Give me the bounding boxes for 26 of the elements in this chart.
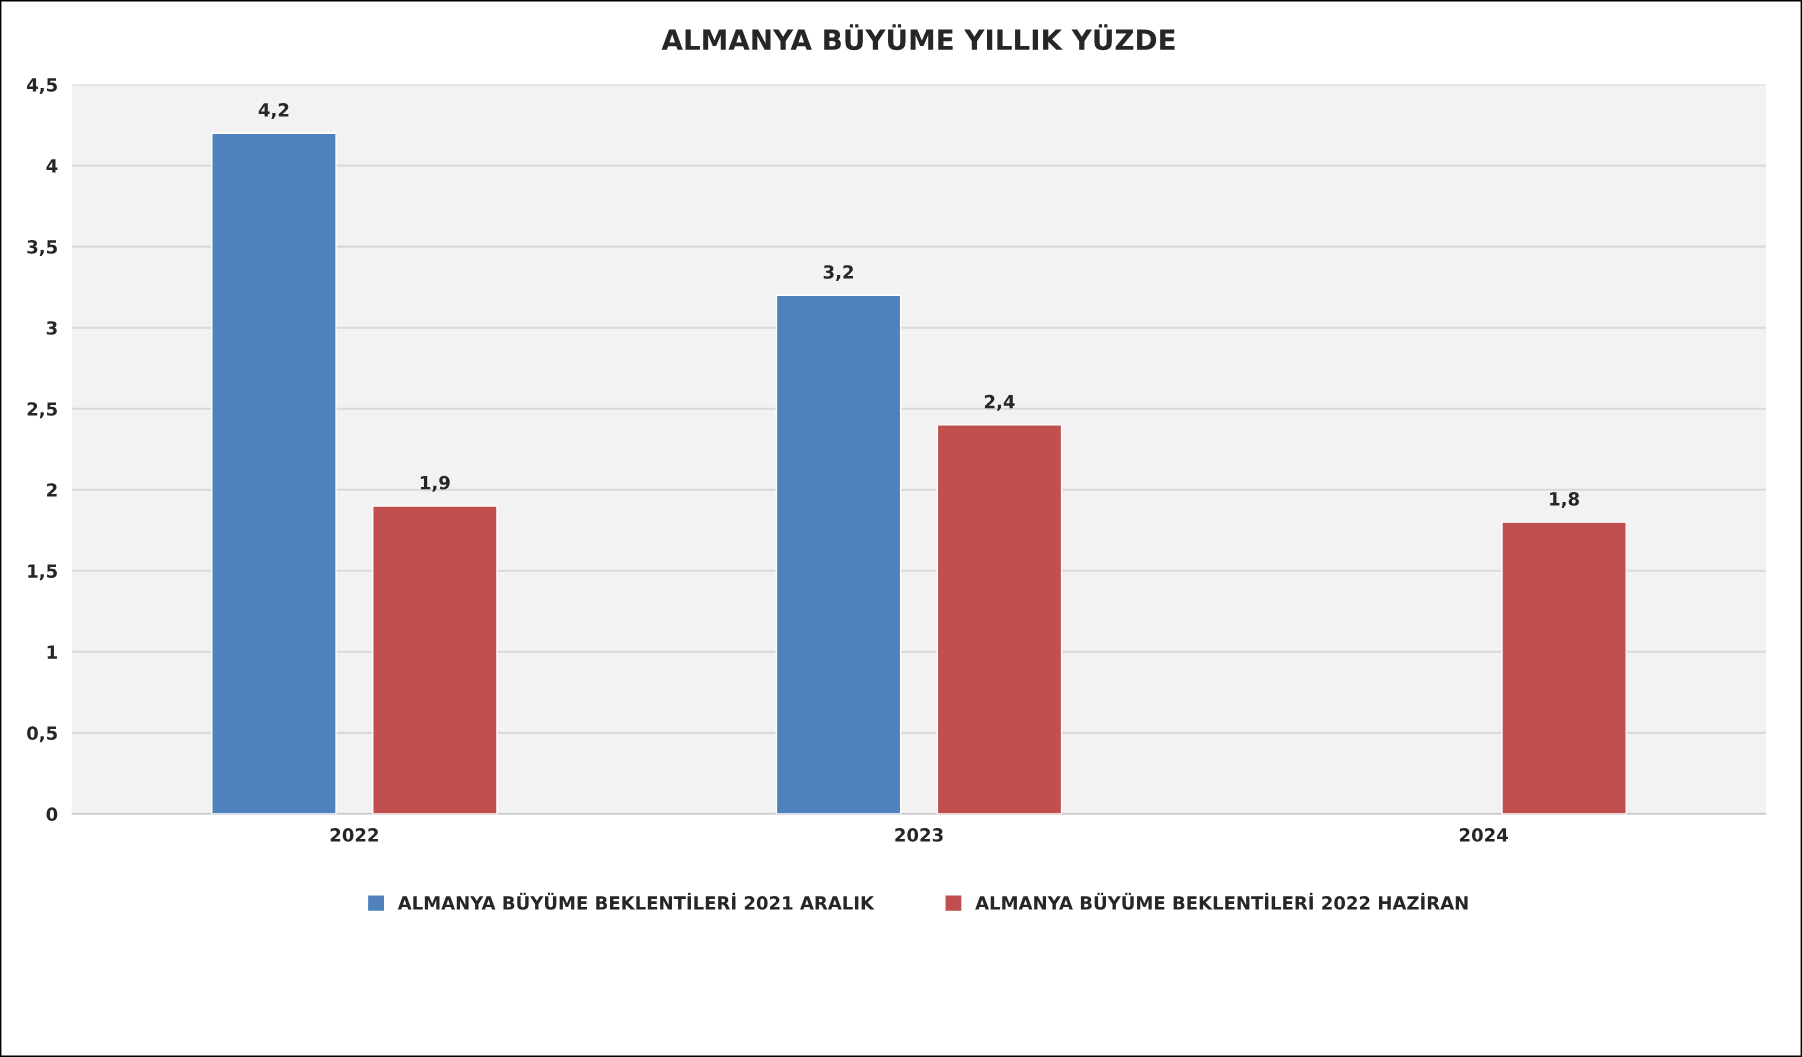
data-label: 4,2 bbox=[258, 103, 289, 120]
bar bbox=[1501, 521, 1627, 814]
y-tick-label: 0,5 bbox=[27, 726, 57, 743]
bar bbox=[775, 294, 902, 814]
bar bbox=[372, 505, 498, 814]
chart-title: ALMANYA BÜYÜME YILLIK YÜZDE bbox=[661, 24, 1175, 51]
bar bbox=[936, 424, 1063, 814]
data-label: 1,9 bbox=[420, 475, 450, 492]
y-tick-label: 2 bbox=[47, 483, 57, 497]
data-label: 1,8 bbox=[1550, 492, 1579, 508]
bar bbox=[211, 132, 337, 814]
x-tick-label: 2022 bbox=[330, 828, 378, 842]
y-tick-label: 1 bbox=[47, 645, 57, 659]
y-tick-label: 4 bbox=[46, 159, 58, 173]
y-tick-label: 3 bbox=[46, 321, 57, 335]
legend-label: ALMANYA BÜYÜME BEKLENTİLERİ 2022 HAZİRAN bbox=[975, 892, 1468, 910]
y-tick-label: 4,5 bbox=[27, 78, 57, 94]
y-tick-label: 0 bbox=[46, 807, 58, 822]
x-tick-label: 2024 bbox=[1459, 828, 1508, 842]
y-tick-label: 1,5 bbox=[28, 564, 57, 581]
legend-label: ALMANYA BÜYÜME BEKLENTİLERİ 2021 ARALIK bbox=[397, 892, 875, 910]
x-tick-label: 2023 bbox=[895, 828, 943, 842]
data-label: 2,4 bbox=[984, 394, 1015, 411]
y-tick-label: 3,5 bbox=[27, 240, 57, 257]
data-label: 3,2 bbox=[823, 265, 853, 282]
y-tick-label: 2,5 bbox=[27, 402, 57, 419]
